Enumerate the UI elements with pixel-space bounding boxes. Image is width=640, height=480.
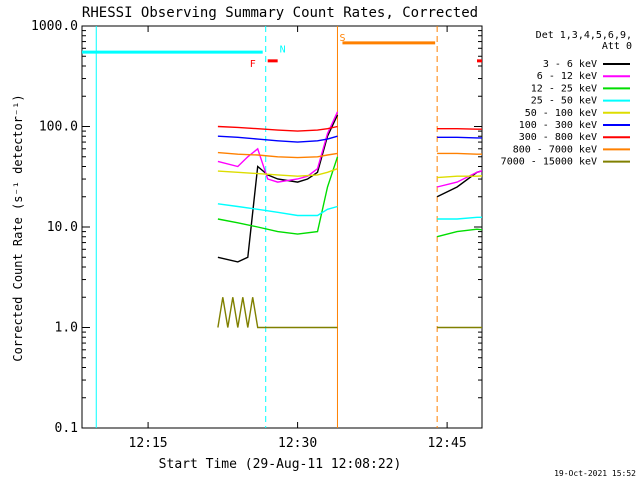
y-tick-label: 10.0 xyxy=(47,220,78,235)
legend-label: 300 - 800 keV xyxy=(519,132,597,143)
series-line xyxy=(217,151,338,159)
series-line xyxy=(217,114,339,263)
legend-header: Det 1,3,4,5,6,9, xyxy=(536,30,632,41)
series-line xyxy=(217,125,338,132)
flag-label: F xyxy=(250,59,256,70)
legend-label: 100 - 300 keV xyxy=(519,120,597,131)
series-line xyxy=(436,228,482,238)
plot-frame xyxy=(81,25,483,429)
x-tick-label: 12:15 xyxy=(129,436,168,451)
series-line xyxy=(437,175,482,179)
chart-title: RHESSI Observing Summary Count Rates, Co… xyxy=(82,5,478,21)
series-line xyxy=(217,168,338,177)
y-tick-label: 0.1 xyxy=(55,421,78,436)
legend-label: 25 - 50 keV xyxy=(531,96,597,107)
y-tick-label: 1000.0 xyxy=(31,19,78,34)
plot-area: 12:15 12:30 12:45 0.1 1.0 10.0 100.0 1000.0 F N S xyxy=(31,19,483,451)
legend-label: 12 - 25 keV xyxy=(531,83,597,94)
legend-header: Att 0 xyxy=(602,41,632,52)
footer-date: 19-Oct-2021 15:52 xyxy=(554,469,636,478)
legend-label: 7000 - 15000 keV xyxy=(501,157,597,168)
series-line xyxy=(217,135,338,143)
series-line xyxy=(217,297,338,329)
x-tick-label: 12:45 xyxy=(428,436,467,451)
series-line xyxy=(437,216,482,220)
flag-label: N xyxy=(280,44,286,55)
y-axis-label: Corrected Count Rate (s⁻¹ detector⁻¹) xyxy=(11,94,25,361)
series-group xyxy=(217,111,482,329)
series-line xyxy=(217,203,338,217)
x-tick-label: 12:30 xyxy=(278,436,317,451)
legend-label: 50 - 100 keV xyxy=(525,108,597,119)
legend-label: 800 - 7000 keV xyxy=(513,144,597,155)
series-line xyxy=(217,156,339,235)
y-tick-label: 100.0 xyxy=(39,120,78,135)
y-tick-label: 1.0 xyxy=(55,321,78,336)
legend-label: 6 - 12 keV xyxy=(537,71,597,82)
series-line xyxy=(437,326,482,329)
legend-label: 3 - 6 keV xyxy=(543,59,597,70)
x-axis-label: Start Time (29-Aug-11 12:08:22) xyxy=(159,457,402,472)
series-line xyxy=(217,111,339,183)
flag-label: S xyxy=(339,33,345,44)
